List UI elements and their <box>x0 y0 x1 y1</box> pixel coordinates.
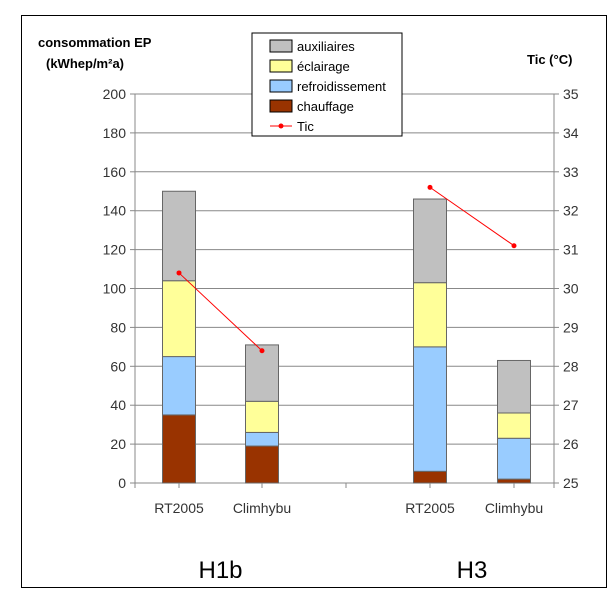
y-tick-label: 0 <box>118 475 126 491</box>
y-tick-label: 120 <box>103 242 127 258</box>
y2-tick-label: 30 <box>563 281 579 297</box>
x-tick-label: RT2005 <box>154 500 204 516</box>
y-axis-title-unit: (kWhep/m²a) <box>46 56 124 71</box>
y-tick-label: 140 <box>103 203 127 219</box>
y2-tick-label: 25 <box>563 475 579 491</box>
y-tick-label: 100 <box>103 281 127 297</box>
bar-segment-auxiliaires <box>162 190 196 282</box>
bar-segment-refroidissement <box>497 437 531 480</box>
x-tick-label: Climhybu <box>233 500 291 516</box>
y2-tick-label: 33 <box>563 164 579 180</box>
bar-segment-éclairage <box>413 282 447 348</box>
y2-tick-label: 35 <box>563 86 579 102</box>
y-tick-label: 60 <box>110 358 126 374</box>
bar-segment-refroidissement <box>245 431 279 447</box>
legend-label: Tic <box>297 119 314 134</box>
bar-segment-auxiliaires <box>245 344 279 402</box>
group-label: H1b <box>198 557 242 584</box>
bar-segment-refroidissement <box>413 346 447 472</box>
y-axis-title: consommation EP <box>38 35 152 50</box>
legend-swatch-marker <box>278 123 284 129</box>
bar-segment-refroidissement <box>162 356 196 416</box>
bar-segment-chauffage <box>497 478 531 484</box>
y-tick-label: 160 <box>103 164 127 180</box>
y2-tick-label: 31 <box>563 242 579 258</box>
x-tick-label: RT2005 <box>405 500 455 516</box>
x-tick-label: Climhybu <box>485 500 543 516</box>
legend-label: auxiliaires <box>297 39 355 54</box>
legend-label: refroidissement <box>297 79 386 94</box>
y2-tick-label: 34 <box>563 125 579 141</box>
bar-segment-éclairage <box>245 400 279 433</box>
y-tick-label: 180 <box>103 125 127 141</box>
tic-point <box>427 184 433 190</box>
bar-segment-chauffage <box>245 445 279 484</box>
y-tick-label: 20 <box>110 436 126 452</box>
y2-axis-title: Tic (°C) <box>527 52 572 67</box>
bar-segment-chauffage <box>162 414 196 484</box>
tic-line <box>178 272 263 352</box>
bar-segment-éclairage <box>162 280 196 358</box>
group-label: H3 <box>457 557 488 584</box>
legend-swatch-chauffage <box>269 99 293 113</box>
y2-tick-label: 27 <box>563 397 579 413</box>
bar-segment-éclairage <box>497 412 531 439</box>
tic-point <box>511 243 517 249</box>
tic-point <box>176 270 182 276</box>
legend-swatch-éclairage <box>269 59 293 73</box>
bar-segment-chauffage <box>413 470 447 484</box>
legend-label: éclairage <box>297 59 350 74</box>
bar-segment-auxiliaires <box>497 359 531 414</box>
y2-tick-label: 28 <box>563 358 579 374</box>
bar-segment-auxiliaires <box>413 198 447 284</box>
y2-tick-label: 32 <box>563 203 579 219</box>
legend-swatch-auxiliaires <box>269 39 293 53</box>
legend-swatch-refroidissement <box>269 79 293 93</box>
tic-point <box>259 348 265 354</box>
y-tick-label: 40 <box>110 397 126 413</box>
y2-tick-label: 29 <box>563 319 579 335</box>
y-tick-label: 80 <box>110 319 126 335</box>
legend-label: chauffage <box>297 99 354 114</box>
y-tick-label: 200 <box>103 86 127 102</box>
y2-tick-label: 26 <box>563 436 579 452</box>
tic-line <box>429 186 515 247</box>
